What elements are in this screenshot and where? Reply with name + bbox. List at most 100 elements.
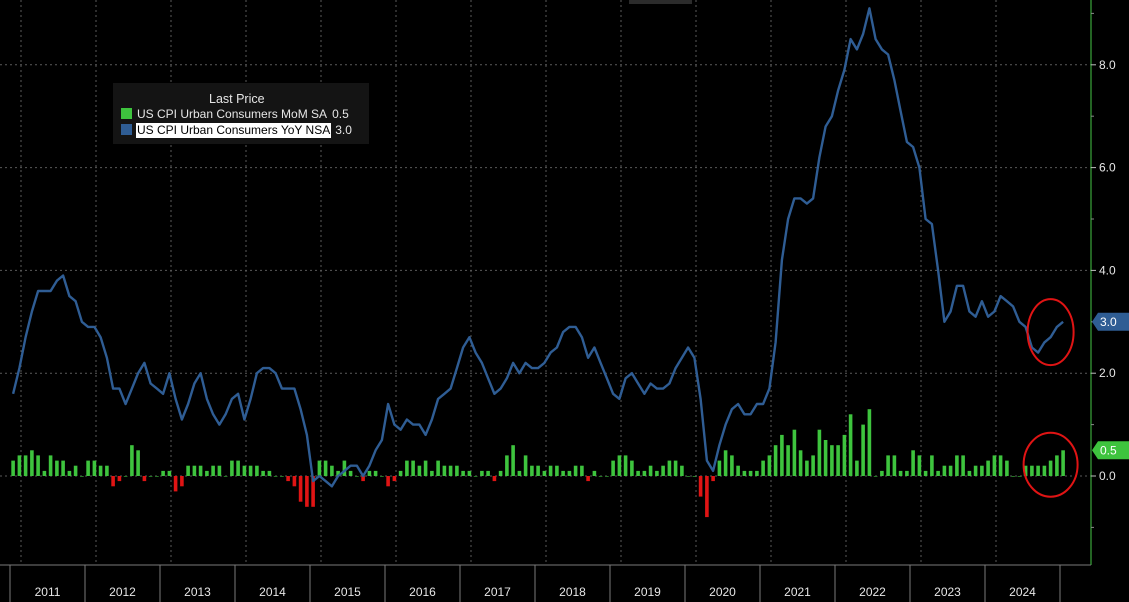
- mom-bar: [255, 465, 259, 476]
- mom-bar: [730, 455, 734, 476]
- mom-bar: [855, 460, 859, 476]
- mom-bar: [417, 465, 422, 476]
- mom-bar: [1036, 465, 1040, 476]
- mom-bar: [798, 450, 803, 476]
- mom-bar: [742, 470, 747, 476]
- mom-bar: [592, 470, 597, 476]
- mom-bar: [917, 455, 922, 476]
- mom-bar: [192, 465, 197, 476]
- mom-bar: [636, 470, 640, 476]
- mom-bar: [480, 470, 484, 476]
- mom-bar: [248, 465, 253, 476]
- mom-bar: [517, 470, 522, 476]
- mom-bar: [461, 470, 465, 476]
- mom-bar: [1030, 465, 1034, 476]
- mom-bar: [1061, 450, 1065, 476]
- mom-bar: [648, 465, 653, 476]
- mom-bar: [80, 476, 84, 477]
- x-tick-label: 2011: [35, 585, 61, 599]
- mom-bar: [942, 465, 947, 476]
- mom-bar: [373, 470, 378, 476]
- mom-bar: [423, 460, 428, 476]
- mom-bar: [955, 455, 959, 476]
- legend-entry-yoy[interactable]: US CPI Urban Consumers YoY NSA 3.0: [121, 123, 352, 138]
- mom-bar: [286, 476, 290, 482]
- y-tick-label: 2.0: [1099, 366, 1116, 380]
- mom-bar: [398, 470, 403, 476]
- mom-bar: [98, 465, 103, 476]
- mom-bar: [205, 470, 209, 476]
- mom-bar: [430, 470, 434, 476]
- x-tick-label: 2014: [259, 585, 286, 599]
- mom-bar: [811, 455, 815, 476]
- mom-bar: [980, 465, 984, 476]
- mom-bar: [598, 476, 603, 477]
- mom-bar: [623, 455, 628, 476]
- mom-bar: [280, 476, 284, 477]
- mom-bar: [498, 470, 503, 476]
- mom-bar: [342, 460, 347, 476]
- mom-bar: [292, 476, 297, 487]
- mom-bar: [936, 470, 940, 476]
- mom-bar: [367, 470, 372, 476]
- mom-bar: [161, 470, 165, 476]
- chart-legend[interactable]: Last Price US CPI Urban Consumers MoM SA…: [113, 83, 369, 144]
- mom-bar: [780, 434, 784, 476]
- annotation-circle-mom: [1022, 431, 1079, 498]
- mom-bar: [155, 476, 159, 477]
- mom-bar: [436, 460, 440, 476]
- mom-bar: [761, 460, 765, 476]
- x-tick-label: 2021: [784, 585, 811, 599]
- mom-bar: [86, 460, 90, 476]
- mom-bar: [536, 465, 540, 476]
- legend-value-yoy: 3.0: [335, 123, 352, 137]
- mom-bar: [473, 476, 478, 477]
- mom-bar: [1017, 476, 1022, 477]
- yoy-line: [11, 7, 1064, 488]
- y-tick-label: 6.0: [1099, 161, 1116, 175]
- y-tick-label: 8.0: [1099, 58, 1116, 72]
- y-tick-label: 0.0: [1099, 469, 1116, 483]
- mom-bar: [211, 465, 215, 476]
- mom-bar: [1023, 465, 1028, 476]
- mom-bar: [392, 476, 397, 482]
- mom-bar: [148, 476, 153, 477]
- mom-bar: [217, 465, 222, 476]
- mom-bar: [611, 460, 615, 476]
- mom-bar: [680, 465, 684, 476]
- legend-label-mom: US CPI Urban Consumers MoM SA: [137, 107, 328, 121]
- mom-bar: [573, 465, 578, 476]
- last-value-label: 3.0: [1100, 315, 1117, 329]
- mom-bar: [355, 476, 359, 477]
- mom-bar: [1055, 455, 1059, 476]
- mom-bar: [998, 455, 1003, 476]
- mom-bar: [892, 455, 897, 476]
- legend-entry-mom[interactable]: US CPI Urban Consumers MoM SA 0.5: [121, 107, 349, 122]
- y-tick-label: 4.0: [1099, 263, 1116, 277]
- mom-bar: [30, 450, 34, 476]
- mom-bar: [361, 476, 365, 482]
- mom-bar: [705, 476, 709, 518]
- mom-bar: [198, 465, 203, 476]
- mom-bar: [755, 470, 759, 476]
- mom-bar: [867, 409, 872, 476]
- mom-bar: [661, 465, 665, 476]
- mom-bar: [848, 414, 853, 476]
- mom-bar: [686, 476, 690, 477]
- mom-bar: [723, 450, 728, 476]
- top-tab-strip: [629, 0, 692, 4]
- mom-bar: [830, 445, 834, 476]
- mom-bar: [336, 470, 340, 476]
- mom-bar: [880, 470, 884, 476]
- mom-bar: [567, 470, 572, 476]
- mom-bar: [130, 445, 134, 476]
- mom-bar: [630, 460, 634, 476]
- mom-bar: [42, 470, 47, 476]
- mom-bar: [805, 460, 809, 476]
- mom-bar: [773, 445, 778, 476]
- annotation-circle-yoy: [1026, 298, 1075, 367]
- mom-bar: [923, 470, 928, 476]
- mom-bar: [455, 465, 459, 476]
- mom-bar: [267, 470, 272, 476]
